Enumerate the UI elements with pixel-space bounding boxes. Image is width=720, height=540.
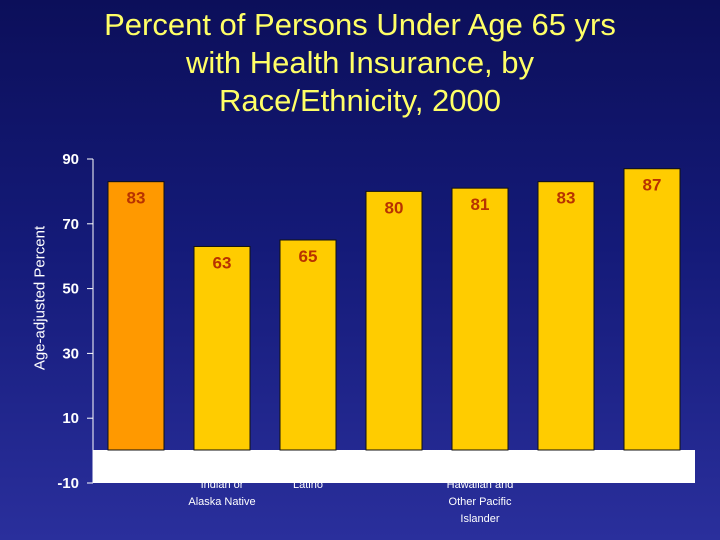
x-tick-label-line: Black, NH	[369, 462, 419, 474]
y-tick-label: 10	[62, 410, 79, 427]
y-tick-label: 50	[62, 281, 79, 298]
chart-title-line: Race/Ethnicity, 2000	[218, 83, 502, 118]
bar	[365, 190, 423, 451]
plot-floor	[93, 450, 695, 483]
x-tick-label-line: Asian	[552, 462, 580, 474]
x-tick-label-line: Islander	[460, 513, 500, 525]
bar	[193, 245, 251, 451]
x-tick-label: Hispanic or Latino	[262, 460, 354, 494]
x-tick-label: American Indian or Alaska Native	[176, 460, 268, 511]
y-tick-label: 70	[62, 216, 79, 233]
x-tick-label-line: Hawaiian and	[446, 479, 514, 491]
x-tick-label: Total	[90, 460, 182, 477]
x-tick-label-line: Latino	[293, 479, 323, 491]
bar	[451, 187, 509, 451]
bar	[279, 239, 337, 451]
x-tick-label: Asian	[520, 460, 612, 477]
x-tick-label: White, NH	[606, 460, 698, 477]
chart-title-line: Percent of Persons Under Age 65 yrs	[104, 7, 616, 42]
x-tick-label: Black, NH	[348, 460, 440, 477]
y-tick-label: 30	[62, 345, 79, 362]
bar-value-label: 87	[643, 176, 662, 195]
x-tick-label: Native Hawaiian and Other Pacific Islander	[434, 460, 526, 528]
x-tick-label-line: Alaska Native	[188, 496, 256, 508]
chart-title: Percent of Persons Under Age 65 yrs with…	[0, 6, 720, 120]
bar-value-label: 63	[213, 253, 232, 272]
y-tick-label: 90	[62, 151, 79, 168]
bar-value-label: 65	[299, 247, 318, 266]
x-tick-label-line: Native	[464, 462, 496, 474]
x-tick-label-line: Hispanic or	[280, 462, 336, 474]
x-tick-label-line: White, NH	[626, 462, 678, 474]
x-tick-label-line: American	[198, 462, 246, 474]
x-tick-label-line: Other Pacific	[448, 496, 512, 508]
bar	[623, 168, 681, 451]
bar-value-label: 83	[127, 189, 146, 208]
bar	[107, 181, 165, 451]
chart-title-line: with Health Insurance, by	[185, 45, 535, 80]
bar-value-label: 83	[557, 189, 576, 208]
bar-value-label: 80	[385, 198, 404, 217]
bar-value-label: 81	[471, 195, 490, 214]
x-tick-label-line: Total	[124, 462, 148, 474]
y-tick-label: -10	[57, 475, 79, 492]
x-tick-label-line: Indian or	[200, 479, 244, 491]
bar	[537, 181, 595, 451]
